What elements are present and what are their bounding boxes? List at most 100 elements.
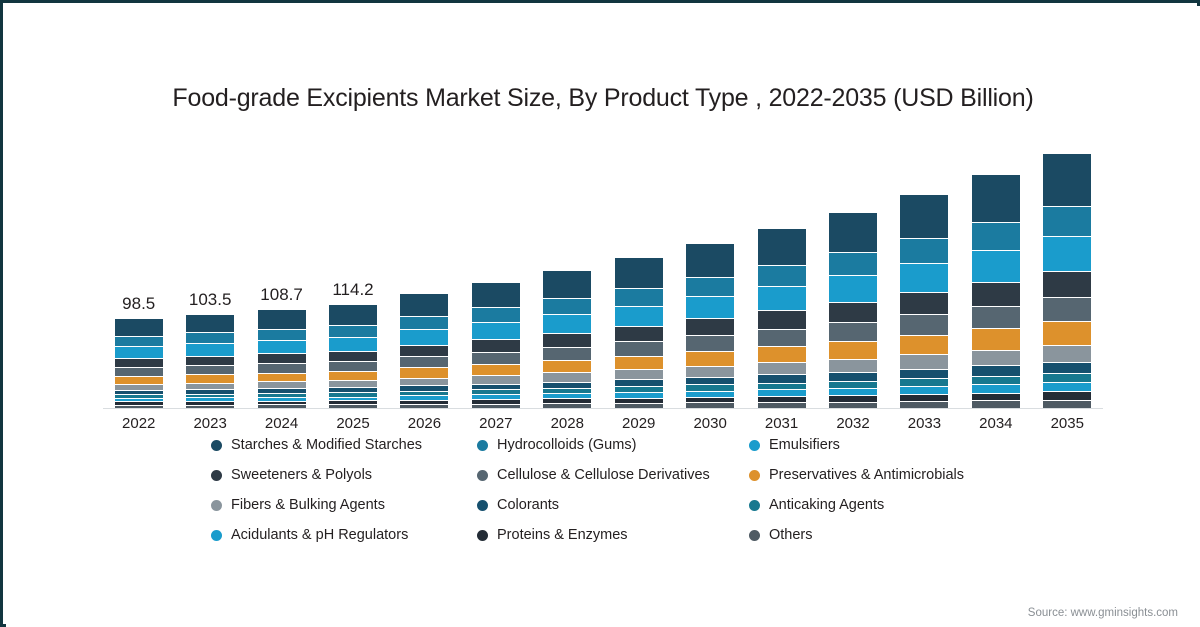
bar-segment[interactable] [757,403,806,408]
bar-segment[interactable] [900,379,949,388]
legend-item[interactable]: Proteins & Enzymes [477,520,749,550]
bar-segment[interactable] [543,394,592,400]
bar-segment[interactable] [400,316,449,331]
bar-segment[interactable] [614,393,663,399]
bar-segment[interactable] [471,364,520,377]
bar-segment[interactable] [1043,345,1092,363]
bar-segment[interactable] [400,378,449,387]
bar-segment[interactable] [471,352,520,365]
bar-segment[interactable] [186,356,235,367]
bar-segment[interactable] [829,275,877,303]
bar-segment[interactable] [543,399,592,405]
stacked-bar[interactable] [257,310,306,408]
bar-segment[interactable] [686,403,735,408]
bar-segment[interactable] [614,370,663,381]
stacked-bar[interactable] [686,244,735,408]
bar-segment[interactable] [257,340,306,355]
bar-segment[interactable] [971,401,1020,408]
bar-segment[interactable] [471,339,520,353]
bar-segment[interactable] [257,354,306,365]
bar-segment[interactable] [757,383,806,391]
bar-segment[interactable] [686,366,735,378]
stacked-bar[interactable] [400,293,449,408]
bar-segment[interactable] [971,282,1020,308]
bar-segment[interactable] [114,398,163,403]
bar-segment[interactable] [614,258,663,290]
bar-segment[interactable] [757,329,806,347]
bar-segment[interactable] [471,376,520,385]
bar-segment[interactable] [829,372,877,382]
bar-segment[interactable] [614,356,663,371]
stacked-bar[interactable] [329,305,377,409]
bar-segment[interactable] [400,357,449,369]
bar-segment[interactable] [829,212,877,253]
bar-segment[interactable] [257,393,306,398]
bar-segment[interactable] [686,244,735,278]
bar-segment[interactable] [971,376,1020,386]
legend-item[interactable]: Acidulants & pH Regulators [211,520,477,550]
bar-segment[interactable] [614,387,663,394]
bar-segment[interactable] [114,376,163,385]
stacked-bar[interactable] [757,228,806,408]
bar-segment[interactable] [829,381,877,389]
bar-segment[interactable] [257,364,306,374]
bar-segment[interactable] [971,174,1020,224]
bar-segment[interactable] [471,308,520,323]
legend-item[interactable]: Starches & Modified Starches [211,430,477,460]
bar-segment[interactable] [1043,362,1092,374]
stacked-bar[interactable] [971,174,1020,408]
bar-segment[interactable] [829,359,877,373]
bar-segment[interactable] [757,396,806,404]
bar-segment[interactable] [829,302,877,324]
bar-segment[interactable] [829,388,877,396]
bar-segment[interactable] [829,395,877,403]
bar-segment[interactable] [186,333,235,345]
bar-segment[interactable] [900,402,949,408]
bar-segment[interactable] [114,395,163,399]
stacked-bar[interactable] [471,282,520,408]
bar-segment[interactable] [614,380,663,388]
bar-segment[interactable] [543,347,592,361]
bar-segment[interactable] [114,336,163,348]
bar-segment[interactable] [1043,373,1092,384]
bar-segment[interactable] [971,329,1020,351]
bar-segment[interactable] [114,402,163,406]
bar-segment[interactable] [329,305,377,326]
bar-segment[interactable] [900,194,949,239]
legend-item[interactable]: Emulsifiers [749,430,1031,460]
bar-segment[interactable] [686,336,735,352]
bar-segment[interactable] [186,390,235,395]
bar-segment[interactable] [686,397,735,404]
bar-segment[interactable] [971,393,1020,402]
bar-segment[interactable] [971,223,1020,251]
bar-segment[interactable] [257,373,306,383]
bar-segment[interactable] [257,401,306,406]
bar-segment[interactable] [329,405,377,409]
bar-segment[interactable] [400,368,449,379]
bar-segment[interactable] [471,404,520,408]
bar-segment[interactable] [829,252,877,276]
bar-segment[interactable] [400,391,449,397]
stacked-bar[interactable] [1043,154,1092,408]
bar-segment[interactable] [186,314,235,334]
bar-segment[interactable] [114,384,163,391]
stacked-bar[interactable] [829,212,877,408]
stacked-bar[interactable] [186,314,235,408]
bar-segment[interactable] [614,403,663,408]
bar-segment[interactable] [186,398,235,403]
bar-segment[interactable] [757,390,806,397]
bar-segment[interactable] [471,322,520,340]
bar-segment[interactable] [114,368,163,377]
bar-segment[interactable] [1043,400,1092,408]
bar-segment[interactable] [543,333,592,348]
bar-segment[interactable] [543,315,592,334]
bar-segment[interactable] [543,299,592,316]
bar-segment[interactable] [257,397,306,402]
bar-segment[interactable] [186,366,235,376]
bar-segment[interactable] [829,323,877,342]
legend-item[interactable]: Cellulose & Cellulose Derivatives [477,460,749,490]
bar-segment[interactable] [757,375,806,384]
bar-segment[interactable] [186,344,235,357]
bar-segment[interactable] [614,289,663,307]
bar-segment[interactable] [757,363,806,376]
